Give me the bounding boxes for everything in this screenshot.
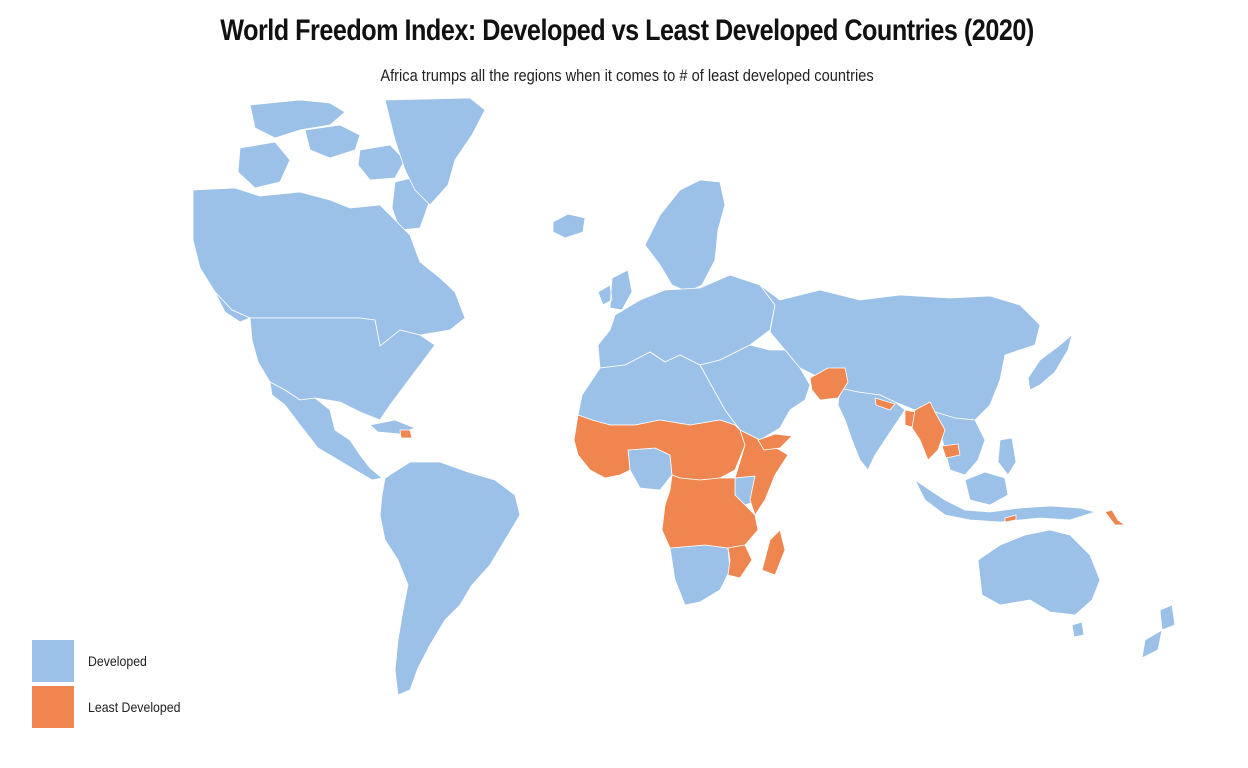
region-philippines	[997, 437, 1017, 476]
region-timor	[1004, 514, 1017, 523]
region-myanmar-laos	[911, 401, 946, 461]
region-mozambique	[727, 544, 753, 579]
developed-regions	[192, 97, 1176, 696]
region-mexico	[269, 381, 383, 481]
region-cambodia	[941, 443, 961, 459]
region-solomon-islands	[1104, 509, 1126, 526]
region-scandinavia	[644, 179, 726, 293]
region-new-zealand	[1141, 604, 1176, 659]
map-subtitle: Africa trumps all the regions when it co…	[380, 66, 874, 85]
region-arctic-islands-3	[357, 144, 406, 181]
region-tasmania	[1071, 621, 1085, 638]
legend-swatch-least-developed	[32, 686, 74, 728]
region-madagascar	[761, 529, 786, 576]
legend-item-least-developed: Least Developed	[32, 686, 332, 730]
region-haiti	[399, 429, 413, 439]
legend-label-least-developed: Least Developed	[88, 699, 181, 715]
region-alaska-tail	[214, 291, 251, 323]
region-greenland	[384, 97, 486, 206]
region-southern-africa	[669, 544, 731, 606]
region-southeast-asia	[934, 411, 986, 476]
region-arctic-islands-4	[237, 141, 291, 189]
region-central-africa	[661, 474, 759, 549]
legend-swatch-developed	[32, 640, 74, 682]
map-title: World Freedom Index: Developed vs Least …	[220, 14, 1034, 47]
region-australia	[977, 529, 1101, 616]
region-south-america	[379, 461, 521, 696]
region-nepal	[874, 397, 896, 411]
region-afghanistan	[809, 367, 849, 401]
region-usa	[249, 317, 436, 421]
region-arctic-islands-2	[304, 124, 361, 159]
least-developed-regions	[399, 367, 1126, 579]
legend-label-developed: Developed	[88, 653, 147, 669]
region-nigeria-area	[627, 447, 673, 491]
region-arctic-islands	[249, 99, 346, 139]
region-uk-ireland	[597, 269, 633, 311]
legend-item-developed: Developed	[32, 640, 332, 684]
region-indonesia	[914, 479, 1096, 523]
region-borneo	[964, 471, 1009, 506]
region-yemen	[757, 433, 793, 451]
region-japan	[1027, 334, 1073, 391]
region-iceland	[552, 213, 586, 239]
